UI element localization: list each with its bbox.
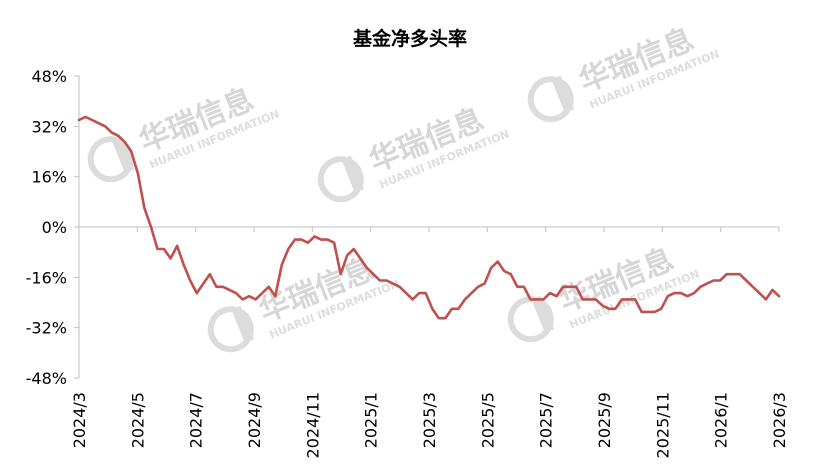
watermark-logo-icon (317, 155, 365, 203)
axes: 48% 32% 16% 0% -16% -32% -48%2024/3 2024/5 2024/… (26, 67, 789, 458)
watermark-logo-icon (87, 135, 135, 183)
y-tick-label: -16% (26, 268, 67, 287)
x-tick-label: 2024/9 (245, 392, 264, 448)
x-tick-label: 2024/3 (70, 392, 89, 448)
x-tick-label: 2025/3 (420, 392, 439, 448)
y-tick-label: -32% (26, 319, 67, 338)
y-tick-label: 48% (31, 67, 67, 86)
watermark-logo-icon (527, 75, 575, 123)
chart-title: 基金净多头率 (352, 27, 467, 50)
x-tick-label: 2025/5 (478, 392, 497, 448)
x-tick-label: 2026/3 (770, 392, 789, 448)
x-tick-label: 2024/5 (128, 392, 147, 448)
x-tick-label: 2025/7 (537, 392, 556, 448)
series-layer (77, 115, 781, 320)
watermark-logo-icon (507, 295, 555, 343)
y-tick-label: 0% (42, 218, 67, 237)
x-tick-label: 2024/7 (187, 392, 206, 448)
x-tick-label: 2024/11 (303, 392, 322, 458)
y-tick-label: 16% (31, 168, 67, 187)
y-tick-label: -48% (26, 369, 67, 388)
x-tick-label: 2025/1 (362, 392, 381, 448)
watermark-logo-icon (207, 305, 255, 353)
x-tick-label: 2025/11 (653, 392, 672, 458)
series-line (77, 115, 781, 320)
x-tick-label: 2025/9 (595, 392, 614, 448)
y-tick-label: 32% (31, 117, 67, 136)
x-tick-label: 2026/1 (712, 392, 731, 448)
